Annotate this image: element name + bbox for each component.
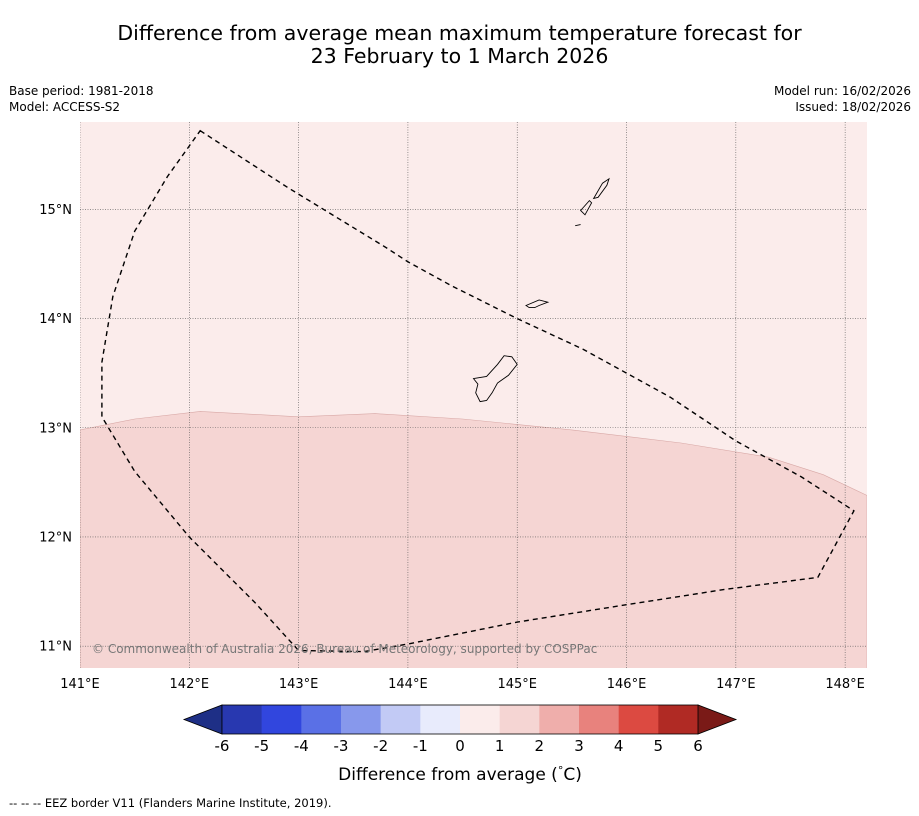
lon-tick-label: 148°E <box>825 677 865 692</box>
colorbar-title-suffix: ) <box>575 765 582 785</box>
title-line-2: 23 February to 1 March 2026 <box>310 44 609 68</box>
eez-border <box>101 129 855 653</box>
colorbar-bin <box>658 705 699 734</box>
colorbar-bin <box>301 705 342 734</box>
islands <box>472 177 610 403</box>
lon-tick-label: 143°E <box>279 677 319 692</box>
colorbar-title-degree: ° <box>558 764 564 777</box>
copyright-notice: © Commonwealth of Australia 2026, Bureau… <box>92 642 597 656</box>
colorbar-bin <box>539 705 580 734</box>
legend-footer: -- -- -- EEZ border V11 (Flanders Marine… <box>9 796 332 810</box>
base-period: Base period: 1981-2018 <box>9 84 154 98</box>
model-run: Model run: 16/02/2026 <box>773 84 911 98</box>
colorbar-frame <box>221 704 699 735</box>
map-title: Difference from average mean maximum tem… <box>0 22 919 68</box>
lat-tick-label: 14°N <box>39 312 72 327</box>
colorbar-bin <box>420 705 461 734</box>
anomaly-region-1-2 <box>80 411 867 668</box>
colorbar-bin <box>618 705 659 734</box>
lon-tick-label: 144°E <box>388 677 428 692</box>
colorbar-tick-label: 5 <box>654 737 664 755</box>
meta-right: Model run: 16/02/2026 Issued: 18/02/2026 <box>774 83 911 115</box>
colorbar-tick-label: -4 <box>294 737 309 755</box>
colorbar: -6 -5 -4 -3 -2 -1 0 1 2 3 4 5 6 <box>182 704 738 755</box>
island-tinian-outline <box>579 199 593 216</box>
island-saipan-outline <box>592 177 610 200</box>
lon-tick-label: 142°E <box>170 677 210 692</box>
colorbar-tick-label: -3 <box>334 737 349 755</box>
graticule <box>80 122 867 668</box>
colorbar-bin <box>460 705 500 734</box>
colorbar-bin <box>222 705 262 734</box>
colorbar-bin <box>499 705 540 734</box>
colorbar-tick-label: -1 <box>413 737 428 755</box>
colorbar-tick-label: 6 <box>693 737 703 755</box>
colorbar-extend-low <box>182 704 223 735</box>
island-aguijan-outline <box>575 224 581 227</box>
colorbar-title-prefix: Difference from average ( <box>338 765 558 785</box>
island-rota-outline <box>525 299 550 309</box>
colorbar-tick-label: -5 <box>254 737 269 755</box>
colorbar-bin <box>579 705 619 734</box>
island-guam-outline <box>472 355 518 403</box>
colorbar-tick-label: 3 <box>574 737 584 755</box>
lat-tick-label: 12°N <box>39 530 72 545</box>
title-line-1: Difference from average mean maximum tem… <box>117 21 802 45</box>
colorbar-bin <box>380 705 421 734</box>
colorbar-title: Difference from average (°C) <box>338 764 582 785</box>
colorbar-title-unit: C <box>563 765 575 785</box>
lon-tick-label: 146°E <box>607 677 647 692</box>
lon-tick-label: 145°E <box>497 677 537 692</box>
model-name: Model: ACCESS-S2 <box>9 100 121 114</box>
colorbar-tick-label: -2 <box>373 737 388 755</box>
colorbar-extend-high <box>697 704 738 735</box>
colorbar-bin <box>341 705 381 734</box>
lat-tick-label: 15°N <box>39 203 72 218</box>
lon-tick-label: 141°E <box>60 677 100 692</box>
map-panel <box>80 122 867 668</box>
lat-tick-label: 13°N <box>39 421 72 436</box>
axis-labels: 141°E 142°E 143°E 144°E 145°E 146°E 147°E 148°E… <box>39 203 865 692</box>
lat-tick-label: 11°N <box>39 640 72 655</box>
colorbar-tick-label: 1 <box>495 737 505 755</box>
colorbar-tick-label: 0 <box>455 737 465 755</box>
lon-tick-label: 147°E <box>716 677 756 692</box>
colorbar-tick-label: -6 <box>215 737 230 755</box>
colorbar-bin <box>261 705 302 734</box>
meta-left: Base period: 1981-2018 Model: ACCESS-S2 <box>9 83 154 115</box>
issued-date: Issued: 18/02/2026 <box>795 100 911 114</box>
colorbar-tick-label: 2 <box>535 737 545 755</box>
colorbar-tick-label: 4 <box>614 737 624 755</box>
